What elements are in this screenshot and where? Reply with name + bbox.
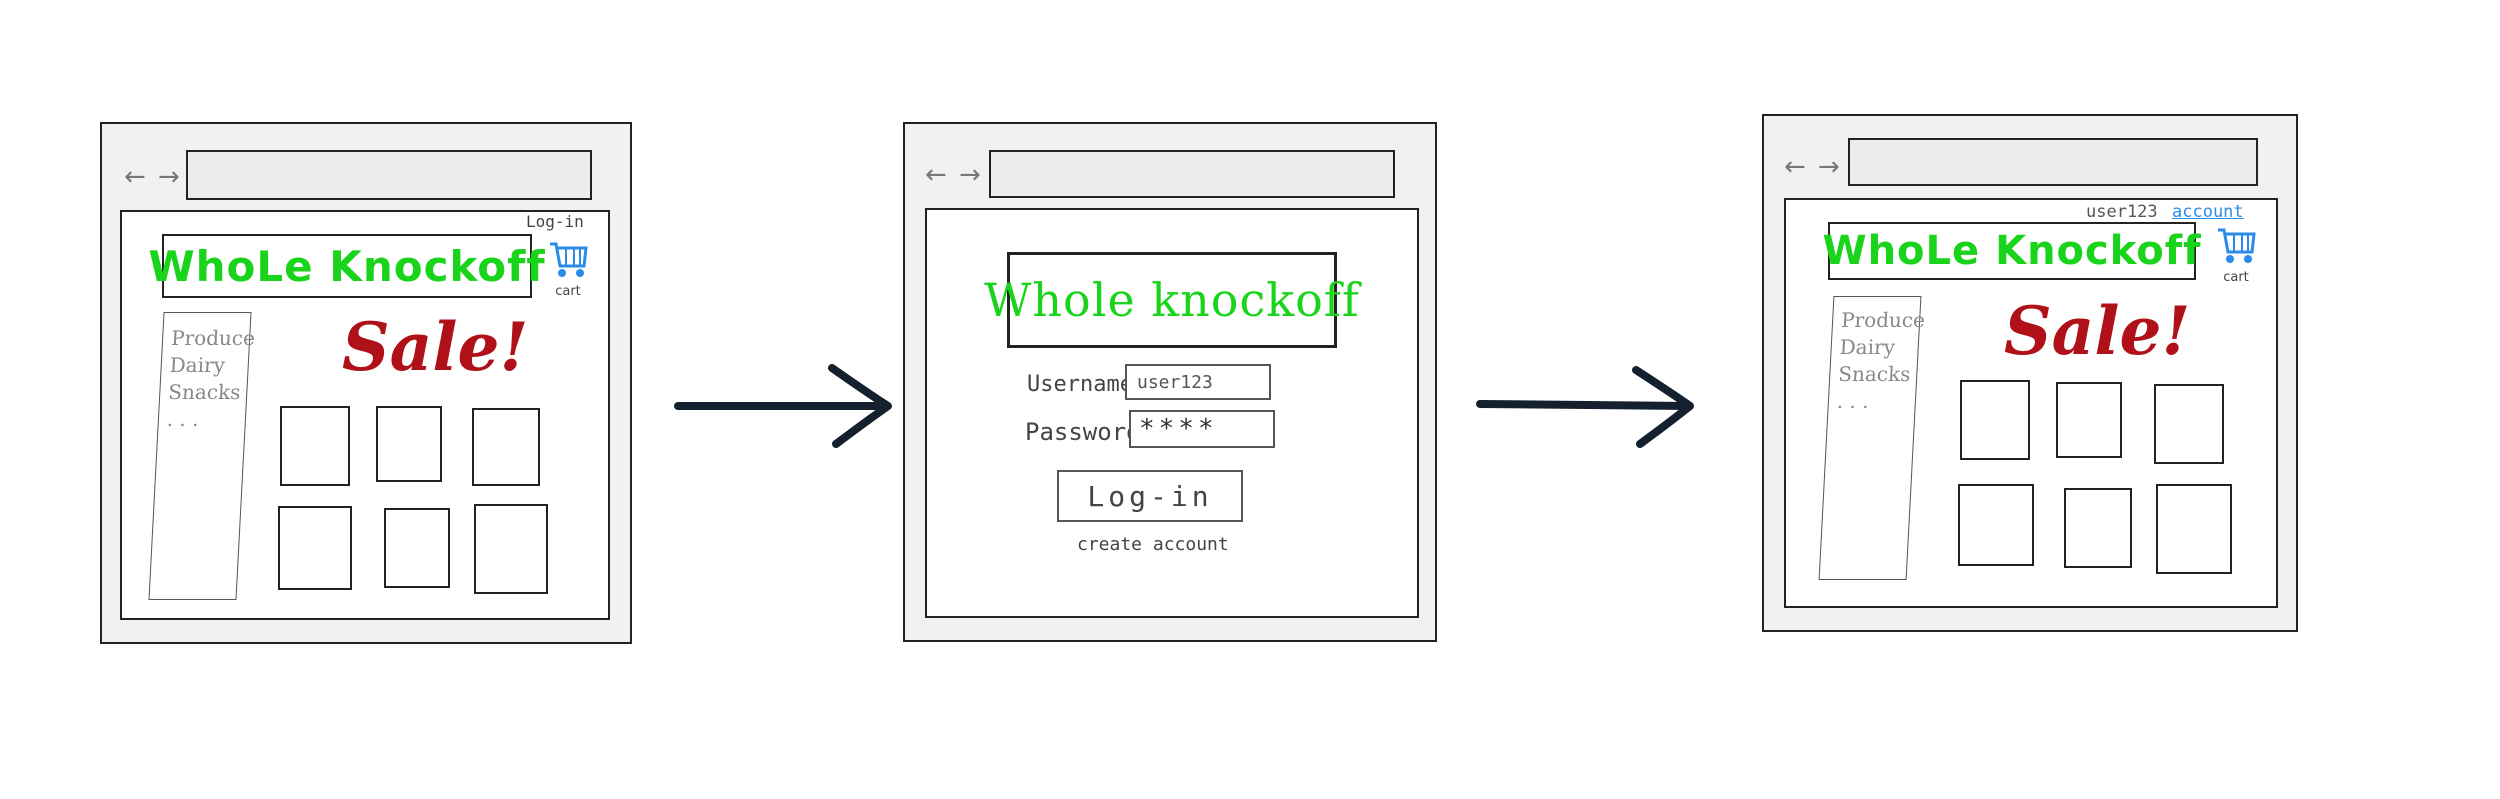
category-dairy[interactable]: Dairy (169, 353, 226, 377)
category-sidebar: Produce Dairy Snacks . . . (148, 312, 256, 600)
back-forward-icon[interactable]: ← → (925, 160, 983, 190)
cart-glyph-icon (550, 242, 588, 277)
cart-label: cart (2223, 270, 2249, 285)
cart-label: cart (555, 284, 581, 299)
username-value: user123 (1137, 372, 1213, 393)
page-content: Log-in WhoLe Knockoff cart Produce Dairy… (120, 210, 610, 620)
category-more[interactable]: . . . (1836, 389, 1870, 413)
product-tile[interactable] (2064, 488, 2132, 568)
login-link[interactable]: Log-in (526, 212, 584, 231)
account-link[interactable]: account (2172, 202, 2244, 222)
product-tile[interactable] (1958, 484, 2034, 566)
category-snacks[interactable]: Snacks (1837, 362, 1912, 386)
category-sidebar: Produce Dairy Snacks . . . (1818, 296, 1926, 580)
category-more[interactable]: . . . (166, 407, 200, 431)
product-tile[interactable] (1960, 380, 2030, 460)
flow-arrow (1474, 360, 1696, 450)
product-tile[interactable] (376, 406, 442, 482)
cart-icon[interactable]: cart (2214, 226, 2258, 285)
login-button-label: Log-in (1087, 479, 1213, 513)
username-label: Username (1027, 372, 1133, 397)
login-button[interactable]: Log-in (1057, 470, 1243, 522)
sale-banner: Sale! (2004, 292, 2191, 370)
create-account-link[interactable]: create account (1077, 534, 1229, 555)
category-snacks[interactable]: Snacks (167, 380, 242, 404)
cart-icon[interactable]: cart (546, 240, 590, 299)
password-field[interactable]: **** (1129, 410, 1275, 448)
url-bar[interactable] (186, 150, 592, 200)
category-produce[interactable]: Produce (170, 326, 256, 350)
store-logo[interactable]: WhoLe Knockoff (1822, 222, 2201, 280)
product-tile[interactable] (278, 506, 352, 590)
store-logo[interactable]: Whole knockoff (984, 252, 1359, 348)
password-label: Password (1025, 418, 1141, 446)
page-content: Whole knockoff Username user123 Password… (925, 208, 1419, 618)
sale-banner: Sale! (342, 308, 529, 386)
storefront-window: ← → Log-in WhoLe Knockoff cart Produce D… (100, 122, 632, 644)
username-display: user123 (2086, 202, 2158, 222)
url-bar[interactable] (1848, 138, 2258, 186)
cart-glyph-icon (2218, 228, 2256, 263)
product-tile[interactable] (474, 504, 548, 594)
username-field[interactable]: user123 (1125, 364, 1271, 400)
product-tile[interactable] (280, 406, 350, 486)
product-tile[interactable] (2154, 384, 2224, 464)
category-produce[interactable]: Produce (1840, 308, 1926, 332)
page-content: user123 account WhoLe Knockoff cart Prod… (1784, 198, 2278, 608)
back-forward-icon[interactable]: ← → (124, 162, 182, 192)
logged-in-storefront-window: ← → user123 account WhoLe Knockoff cart … (1762, 114, 2298, 632)
password-value: **** (1139, 414, 1218, 444)
product-tile[interactable] (2156, 484, 2232, 574)
category-dairy[interactable]: Dairy (1839, 335, 1896, 359)
url-bar[interactable] (989, 150, 1395, 198)
login-window: ← → Whole knockoff Username user123 Pass… (903, 122, 1437, 642)
product-tile[interactable] (2056, 382, 2122, 458)
back-forward-icon[interactable]: ← → (1784, 152, 1842, 182)
product-tile[interactable] (472, 408, 540, 486)
flow-arrow (672, 360, 894, 450)
store-logo[interactable]: WhoLe Knockoff (148, 234, 545, 298)
product-tile[interactable] (384, 508, 450, 588)
